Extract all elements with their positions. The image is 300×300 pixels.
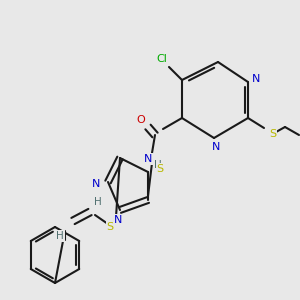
Text: H: H: [56, 231, 64, 241]
Text: H: H: [94, 197, 102, 207]
Text: H: H: [154, 160, 162, 170]
Text: N: N: [252, 74, 260, 84]
Text: O: O: [136, 115, 146, 125]
Text: N: N: [144, 154, 152, 164]
Text: S: S: [156, 164, 164, 174]
Text: N: N: [212, 142, 220, 152]
Text: N: N: [92, 179, 100, 189]
Text: Cl: Cl: [157, 54, 167, 64]
Text: N: N: [114, 215, 122, 225]
Text: S: S: [269, 129, 277, 139]
Text: S: S: [106, 222, 114, 232]
